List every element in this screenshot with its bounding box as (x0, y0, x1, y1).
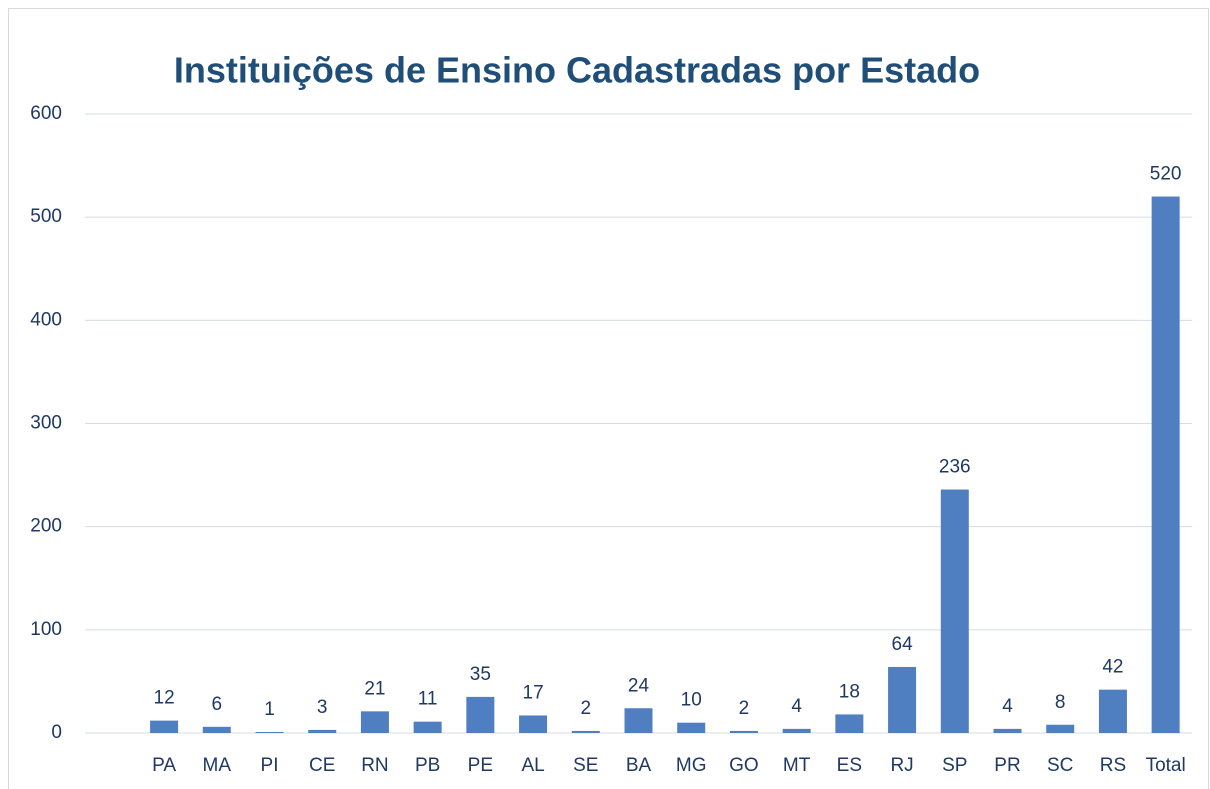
bar (360, 711, 389, 733)
y-tick-label: 500 (30, 206, 62, 227)
bar (308, 729, 337, 733)
y-tick-label: 300 (30, 413, 62, 434)
bar (940, 489, 969, 733)
x-tick-label: MA (203, 755, 232, 776)
bar (888, 666, 917, 733)
bar (624, 708, 653, 733)
data-label: 4 (791, 696, 802, 717)
x-tick-label: SC (1047, 755, 1073, 776)
data-label: 236 (939, 457, 971, 478)
x-tick-label: ES (837, 755, 862, 776)
bar (466, 696, 495, 733)
x-tick-label: PE (468, 755, 493, 776)
y-tick-label: 200 (30, 516, 62, 537)
data-label: 18 (839, 681, 860, 702)
x-tick-label: BA (626, 755, 652, 776)
y-tick-label: 400 (30, 309, 62, 330)
bar (413, 721, 442, 733)
x-tick-label: GO (729, 755, 759, 776)
x-tick-label: SE (573, 755, 598, 776)
chart-title: Instituições de Ensino Cadastradas por E… (174, 50, 980, 91)
x-tick-label: RN (361, 755, 388, 776)
chart-border (8, 8, 1209, 789)
data-label: 3 (317, 697, 328, 718)
x-tick-label: PB (415, 755, 440, 776)
data-label: 2 (580, 698, 591, 719)
data-label: 17 (523, 682, 544, 703)
data-label: 6 (211, 694, 222, 715)
bar (1151, 196, 1180, 734)
bar (519, 715, 548, 733)
data-label: 64 (892, 634, 914, 655)
data-label: 520 (1150, 164, 1182, 185)
data-label: 11 (418, 689, 438, 710)
x-tick-label: RJ (890, 755, 913, 776)
x-tick-label: MG (676, 755, 707, 776)
bar (571, 730, 600, 733)
data-label: 21 (364, 678, 385, 699)
x-tick-label: PI (261, 755, 279, 776)
data-label: 24 (628, 675, 650, 696)
x-tick-label: PR (994, 755, 1020, 776)
x-tick-label: CE (309, 755, 335, 776)
data-label: 10 (681, 690, 702, 711)
bar (202, 726, 231, 733)
bar (729, 730, 758, 733)
x-tick-label: MT (783, 755, 811, 776)
bar (782, 728, 811, 733)
bar (677, 722, 706, 733)
data-label: 1 (264, 699, 275, 720)
data-label: 2 (739, 698, 750, 719)
x-tick-label: RS (1100, 755, 1126, 776)
bar (150, 720, 179, 733)
data-label: 12 (154, 688, 175, 709)
bar (993, 728, 1022, 733)
y-tick-label: 0 (51, 722, 62, 743)
bar (1098, 689, 1127, 733)
x-tick-label: Total (1146, 755, 1186, 776)
bar (255, 731, 284, 733)
x-tick-label: PA (152, 755, 176, 776)
y-tick-label: 600 (30, 103, 62, 124)
y-tick-label: 100 (30, 619, 62, 640)
data-label: 4 (1002, 696, 1013, 717)
data-label: 8 (1055, 692, 1066, 713)
data-label: 35 (470, 664, 491, 685)
data-label: 42 (1102, 657, 1123, 678)
bar (1046, 724, 1075, 733)
x-tick-label: SP (942, 755, 967, 776)
x-tick-label: AL (521, 755, 544, 776)
bar (835, 714, 864, 733)
